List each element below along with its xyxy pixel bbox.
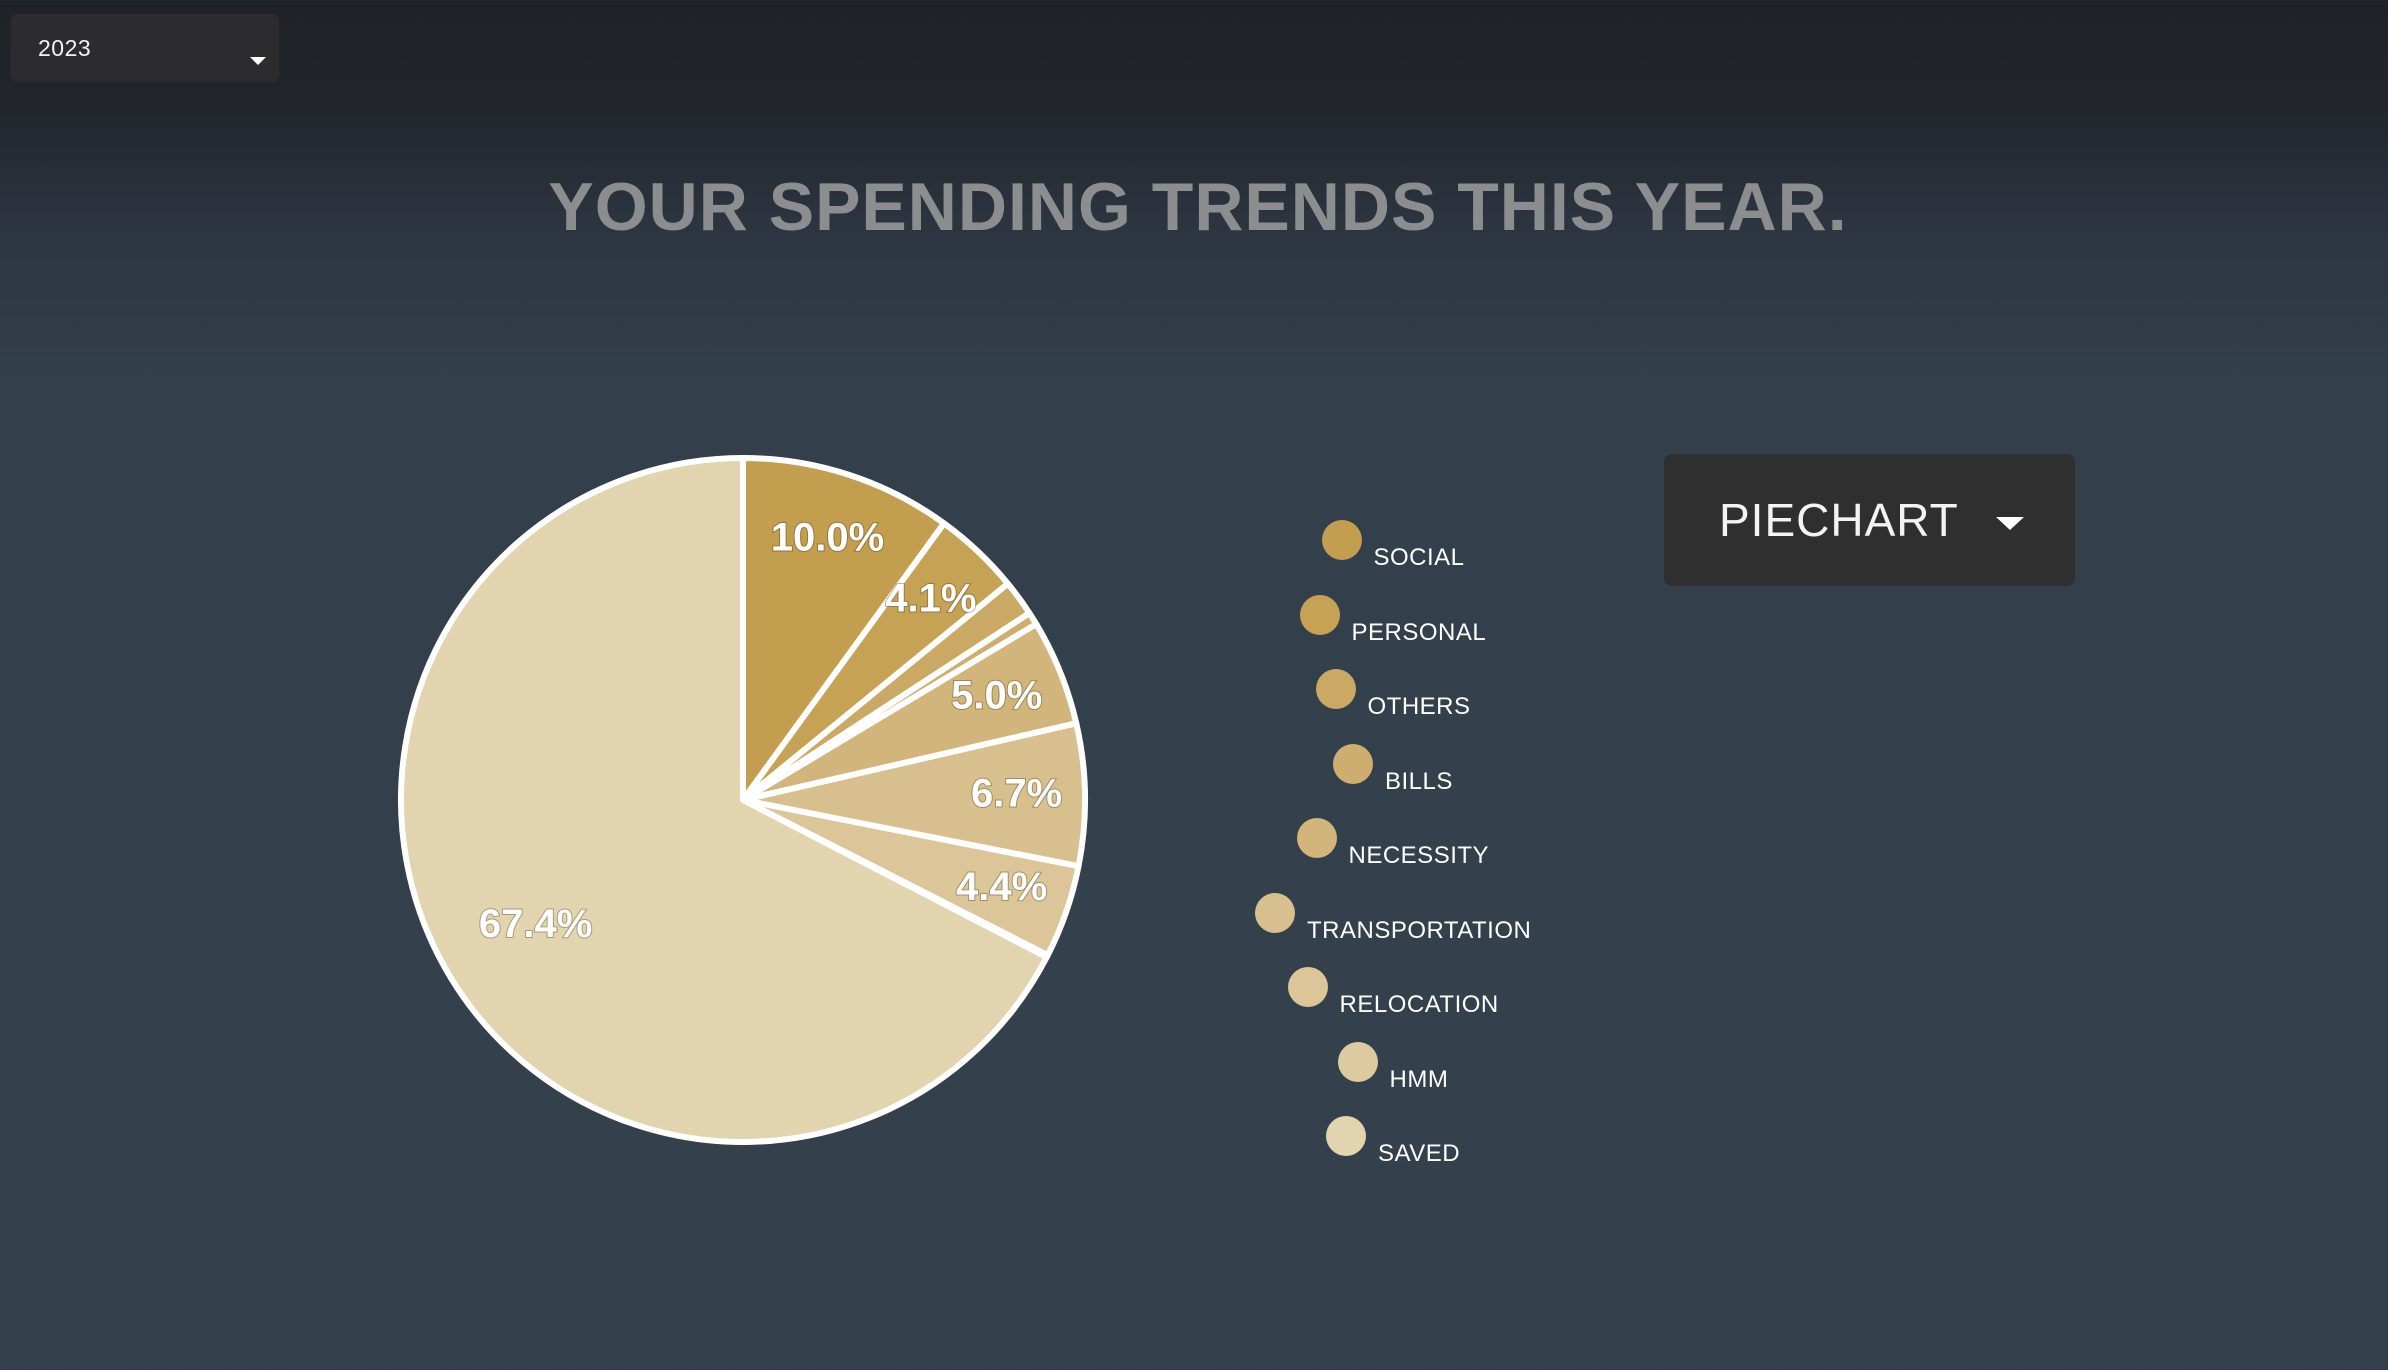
legend-label: NECESSITY [1348,842,1490,869]
legend-label: SAVED [1378,1140,1461,1167]
pie-slice-saved[interactable] [398,455,1050,1145]
legend-label: OTHERS [1367,693,1471,720]
pie-slice-social[interactable] [740,455,948,803]
pie-slice-transportation[interactable] [740,720,1088,870]
year-select[interactable]: 2023 [11,14,279,82]
pie-chart: 10.0%4.1% 5.0% 6.7% 4.4% 67.4% [398,455,1088,1145]
legend-swatch [1337,1041,1378,1082]
slice-label-personal: 4.1% [885,577,976,621]
legend-swatch [1333,743,1373,784]
legend-item-saved: SAVED [1326,1116,1461,1167]
legend-item-hmm: HMM [1337,1041,1449,1093]
slice-label-transportation: 6.7% [971,771,1062,815]
chart-type-select-value: PIECHART [1719,494,1959,546]
legend-item-personal: PERSONAL [1299,594,1487,646]
legend-swatch [1326,1116,1366,1156]
legend-swatch [1299,594,1340,635]
legend-label: HMM [1389,1065,1449,1093]
page-title: YOUR SPENDING TRENDS THIS YEAR. [548,169,1848,245]
legend-label: PERSONAL [1351,618,1487,646]
chevron-down-icon [250,57,266,65]
legend-swatch [1255,892,1295,933]
chevron-down-icon [1996,517,2024,530]
legend-label: BILLS [1385,767,1453,795]
legend-item-social: SOCIAL [1321,520,1465,571]
legend-label: TRANSPORTATION [1307,916,1532,944]
legend-item-transportation: TRANSPORTATION [1255,892,1532,944]
legend-label: SOCIAL [1373,544,1465,571]
slice-label-saved: 67.4% [479,902,592,946]
legend-item-relocation: RELOCATION [1287,967,1499,1018]
legend-swatch [1296,818,1337,858]
legend-item-others: OTHERS [1315,669,1471,720]
slice-label-social: 10.0% [771,515,884,559]
legend-swatch [1315,669,1356,709]
legend-item-necessity: NECESSITY [1296,818,1490,869]
pie-labels: 10.0%4.1% 5.0% 6.7% 4.4% 67.4% [478,514,1063,946]
slice-label-necessity: 5.0% [951,673,1042,717]
legend-swatch [1321,520,1362,560]
legend-label: RELOCATION [1339,991,1499,1018]
year-select-value: 2023 [38,35,92,61]
pie-slices [398,455,1088,1145]
slice-label-relocation: 4.4% [956,865,1047,909]
legend-item-bills: BILLS [1333,743,1453,795]
chart-type-select[interactable]: PIECHART [1664,454,2075,586]
legend-swatch [1287,967,1328,1007]
